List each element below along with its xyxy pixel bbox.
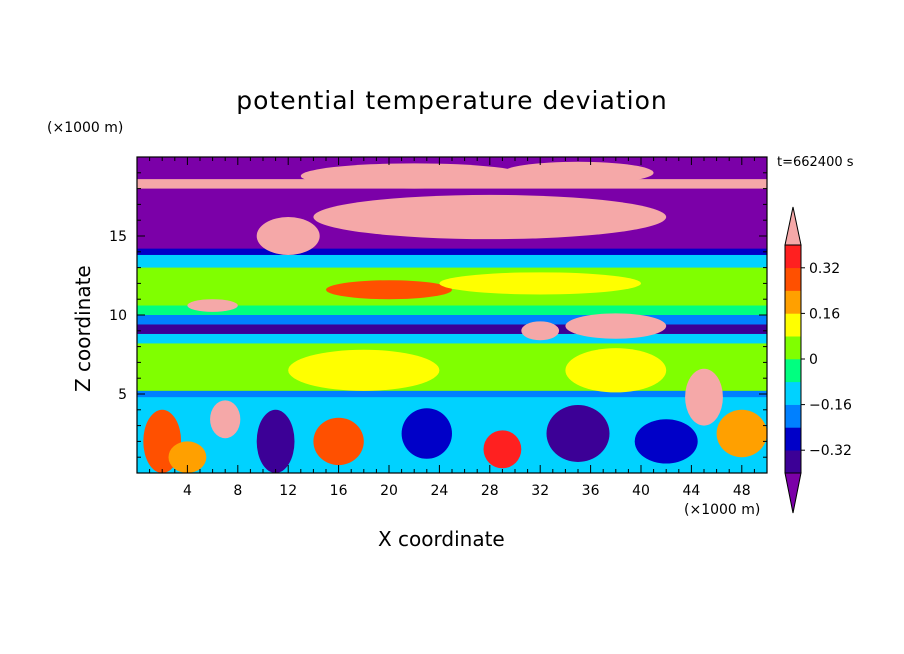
- contour-band: [137, 390, 767, 398]
- x-tick-label: 28: [481, 483, 499, 499]
- colorbar-segment: [785, 450, 801, 474]
- contour-band: [137, 315, 767, 325]
- contour-blob: [210, 400, 241, 439]
- y-axis-unit: (×1000 m): [47, 120, 124, 136]
- colorbar-segment: [785, 336, 801, 360]
- x-tick-label: 40: [632, 483, 650, 499]
- x-tick-label: 36: [582, 483, 600, 499]
- colorbar-label: 0: [809, 352, 818, 368]
- contour-band: [137, 305, 767, 316]
- x-tick-label: 24: [430, 483, 448, 499]
- colorbar-label: 0.16: [809, 306, 840, 322]
- contour-blob: [565, 313, 667, 339]
- contour-blob: [187, 299, 238, 312]
- contour-field: [137, 157, 767, 473]
- x-tick-label: 16: [330, 483, 348, 499]
- contour-blob: [313, 194, 667, 240]
- x-tick-label: 20: [380, 483, 398, 499]
- colorbar-extend-bottom: [784, 472, 802, 514]
- colorbar-label: 0.32: [809, 261, 840, 277]
- colorbar-segment: [785, 381, 801, 405]
- contour-band: [137, 254, 767, 269]
- colorbar-extend-top: [784, 206, 802, 246]
- y-tick-label: 15: [109, 229, 127, 245]
- contour-blob: [565, 348, 667, 393]
- x-axis-unit: (×1000 m): [684, 502, 761, 518]
- contour-band: [137, 324, 767, 335]
- contour-band: [137, 333, 767, 344]
- colorbar-segment: [785, 290, 801, 314]
- colorbar-segment: [785, 359, 801, 383]
- y-tick-label: 5: [118, 387, 127, 403]
- contour-blob: [288, 349, 440, 391]
- contour-blob: [256, 409, 295, 473]
- contour-blob: [521, 321, 560, 341]
- contour-blob: [313, 417, 364, 466]
- colorbar-segment: [785, 427, 801, 451]
- contour-blob: [300, 163, 528, 189]
- colorbar-segment: [785, 267, 801, 291]
- y-axis-ticks: 5 10 15: [109, 172, 767, 458]
- contour-blob: [256, 217, 320, 255]
- y-tick-label: 10: [109, 308, 127, 324]
- x-tick-label: 12: [279, 483, 297, 499]
- contour-blob: [546, 405, 610, 462]
- colorbar-segment: [785, 404, 801, 428]
- chart-title: potential temperature deviation: [236, 86, 668, 115]
- colorbar-label: −0.16: [809, 398, 852, 414]
- contour-blob: [634, 419, 698, 464]
- contour-blob: [168, 441, 207, 473]
- contour-blob: [326, 280, 452, 300]
- x-tick-label: 32: [531, 483, 549, 499]
- x-axis-label: X coordinate: [378, 527, 505, 551]
- x-tick-label: 8: [233, 483, 242, 499]
- contour-band: [137, 343, 767, 392]
- contour-band: [137, 248, 767, 256]
- contour-blob: [502, 161, 654, 184]
- colorbar-label: −0.32: [809, 443, 852, 459]
- contour-blob: [685, 368, 723, 426]
- contour-blob: [439, 272, 641, 295]
- colorbar-segment: [785, 313, 801, 337]
- time-label: t=662400 s: [777, 155, 854, 170]
- x-axis-ticks: 4 8 12 16 20 24 28 32 36 40 44 48: [149, 157, 755, 499]
- colorbar-segment: [785, 245, 801, 269]
- contour-blob: [401, 408, 452, 459]
- x-tick-label: 44: [682, 483, 700, 499]
- colorbar: 0.32 0.16 0 −0.16 −0.32: [784, 206, 852, 514]
- x-tick-label: 48: [733, 483, 751, 499]
- x-tick-label: 4: [183, 483, 192, 499]
- contour-blob: [483, 430, 522, 469]
- contour-blob: [716, 409, 767, 458]
